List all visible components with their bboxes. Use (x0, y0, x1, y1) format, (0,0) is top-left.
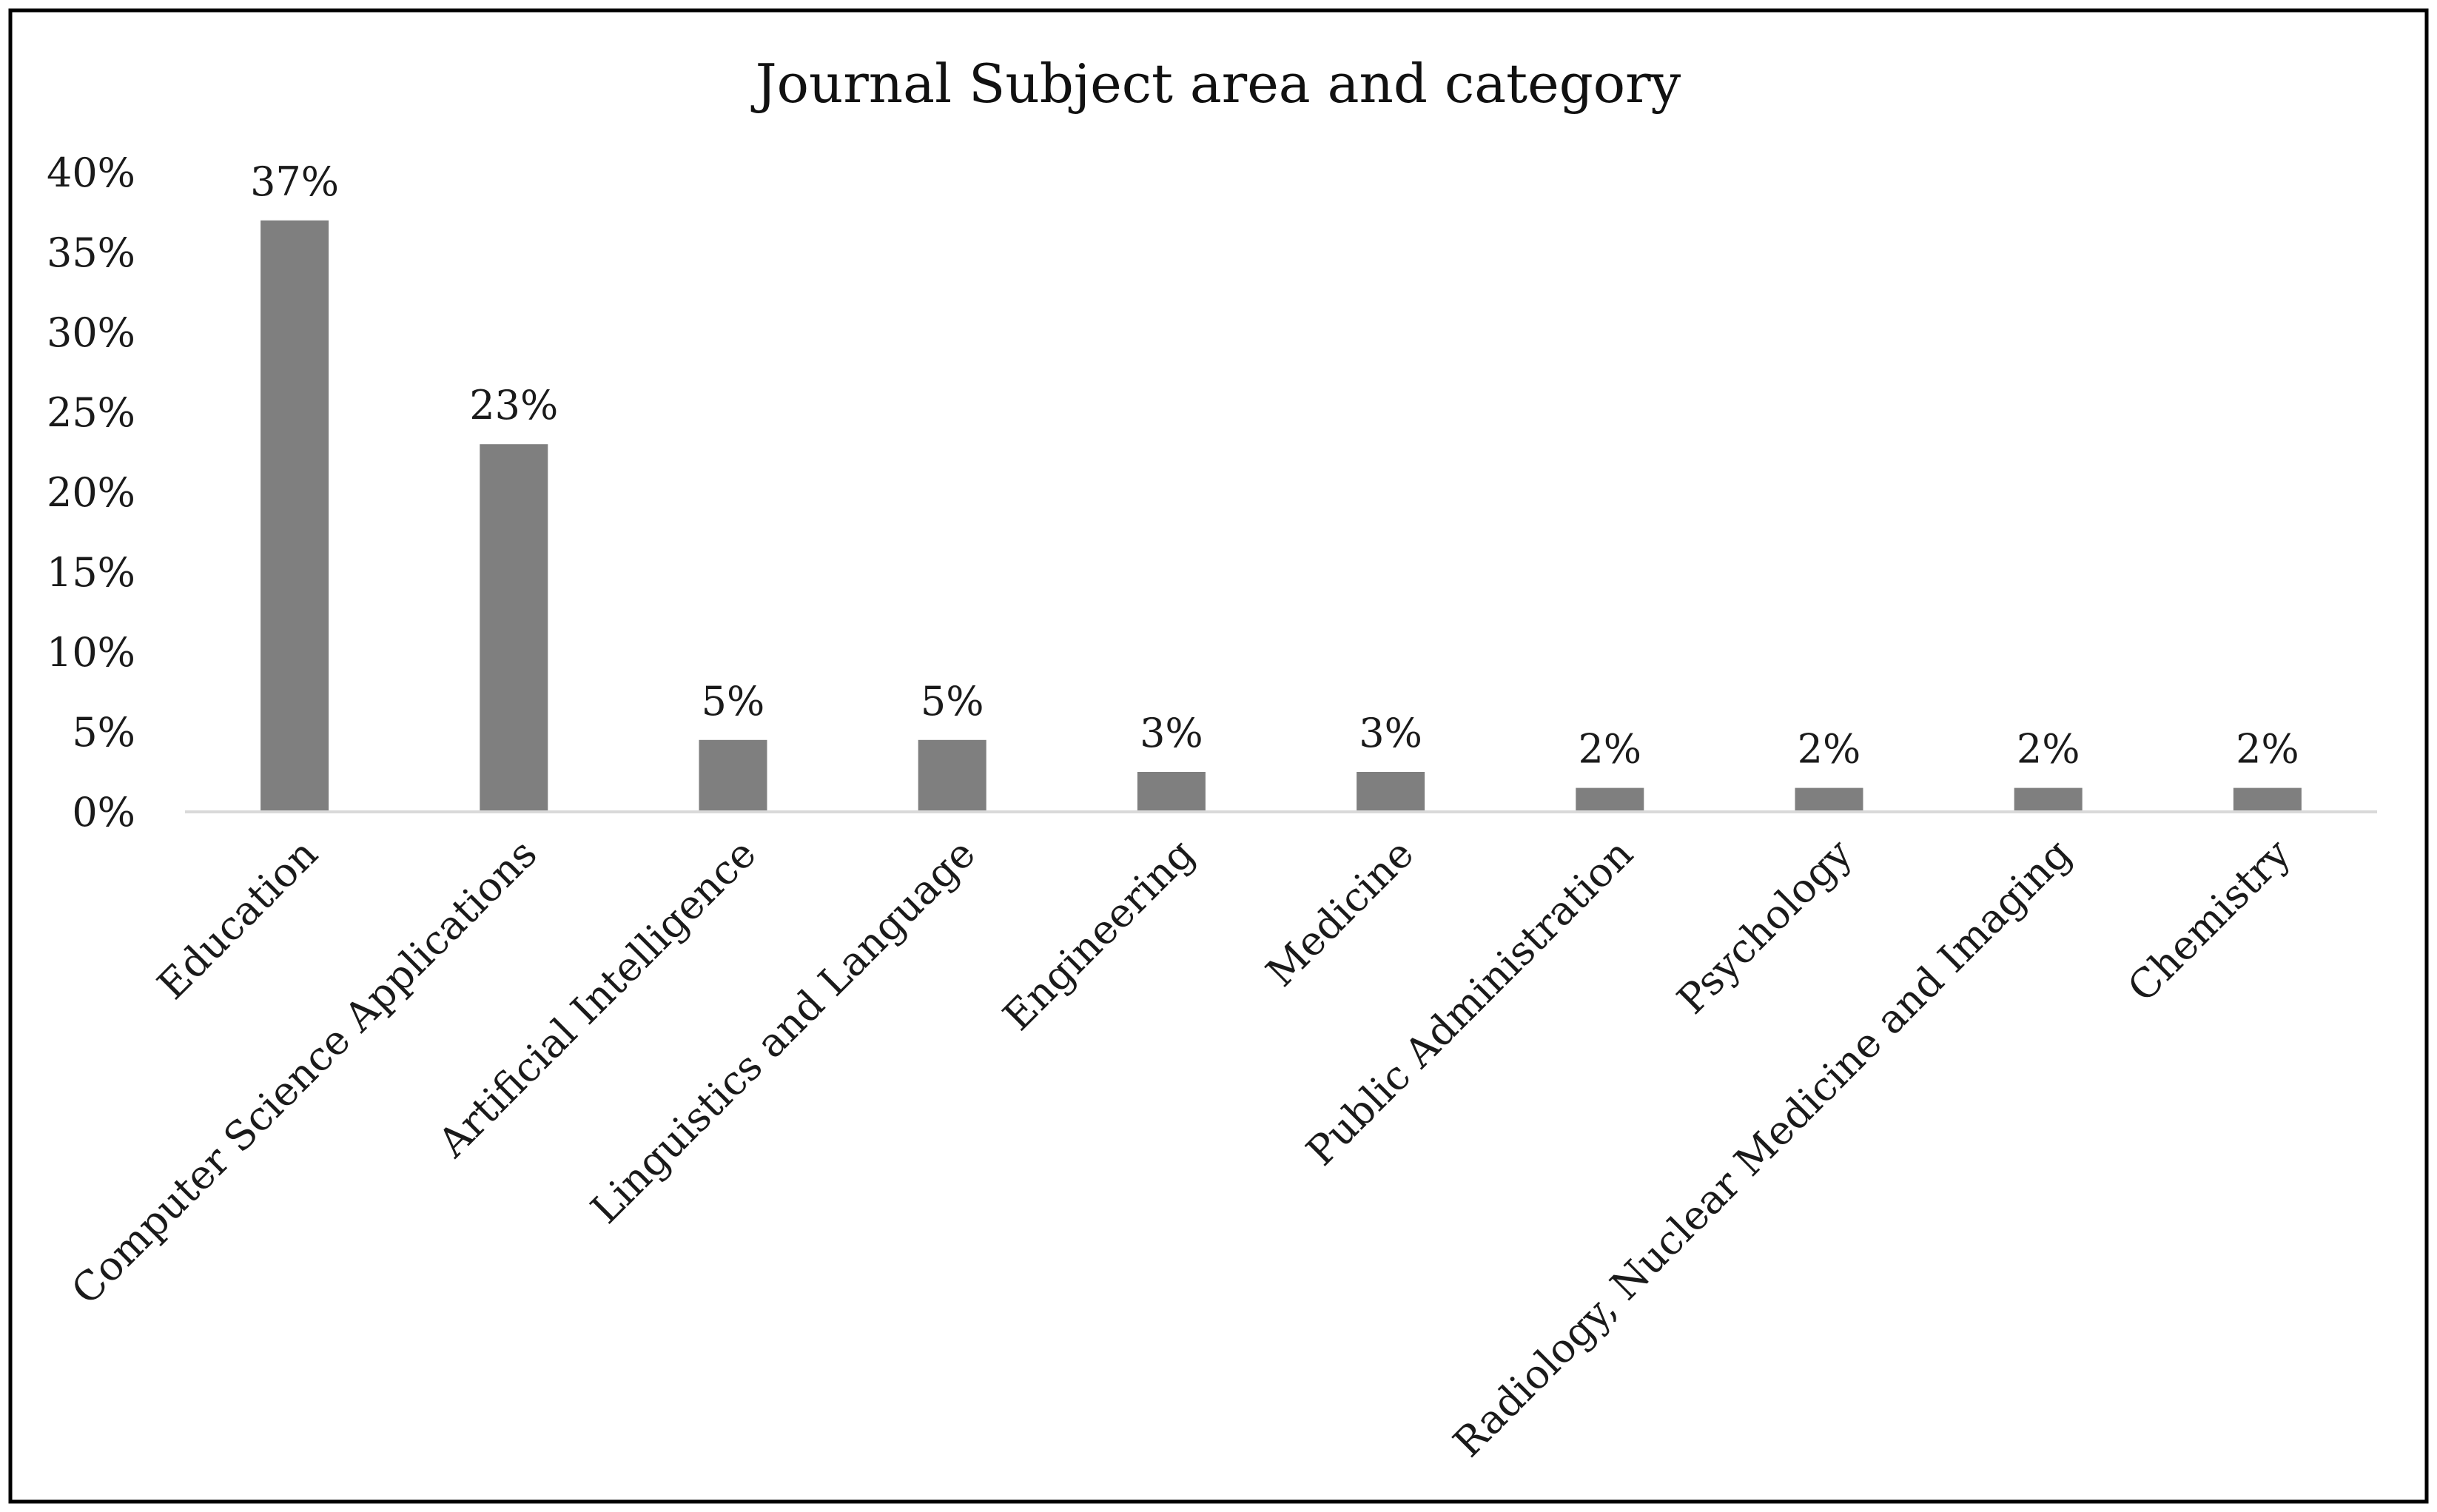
data-labels: 37% 23% 5% 5% 3% 3% 2% 2% 2% 2% (250, 158, 2299, 773)
bar-8 (1795, 787, 1863, 812)
chart-title: Journal Subject area and category (750, 53, 1681, 115)
data-label: 2% (1578, 726, 1641, 773)
bar-1 (260, 220, 329, 812)
data-label: 5% (921, 678, 984, 725)
bar-9 (2014, 787, 2083, 812)
y-tick-label: 5% (72, 709, 135, 756)
chart-border (8, 8, 2429, 1504)
y-tick-label: 30% (47, 309, 135, 356)
data-label: 5% (702, 678, 765, 725)
bar-4 (918, 739, 986, 812)
bar-6 (1357, 772, 1425, 812)
y-tick-label: 25% (47, 389, 135, 436)
bar-7 (1576, 787, 1644, 812)
bars (260, 220, 2302, 812)
data-label: 3% (1359, 710, 1422, 756)
bar-10 (2233, 787, 2302, 812)
y-tick-label: 15% (47, 549, 135, 596)
data-label: 37% (250, 158, 339, 205)
bar-2 (480, 444, 548, 812)
y-tick-label: 10% (47, 629, 135, 676)
data-label: 2% (2236, 726, 2299, 773)
bar-3 (699, 739, 767, 812)
data-label: 2% (2017, 726, 2080, 773)
data-label: 23% (469, 382, 558, 429)
bar-5 (1137, 772, 1206, 812)
y-tick-label: 35% (47, 229, 135, 276)
y-axis: 0% 5% 10% 15% 20% 25% 30% 35% 40% (47, 149, 135, 836)
data-label: 2% (1798, 726, 1861, 773)
y-tick-label: 20% (47, 469, 135, 516)
data-label: 3% (1140, 710, 1203, 756)
y-tick-label: 40% (47, 149, 135, 196)
y-tick-label: 0% (72, 789, 135, 836)
